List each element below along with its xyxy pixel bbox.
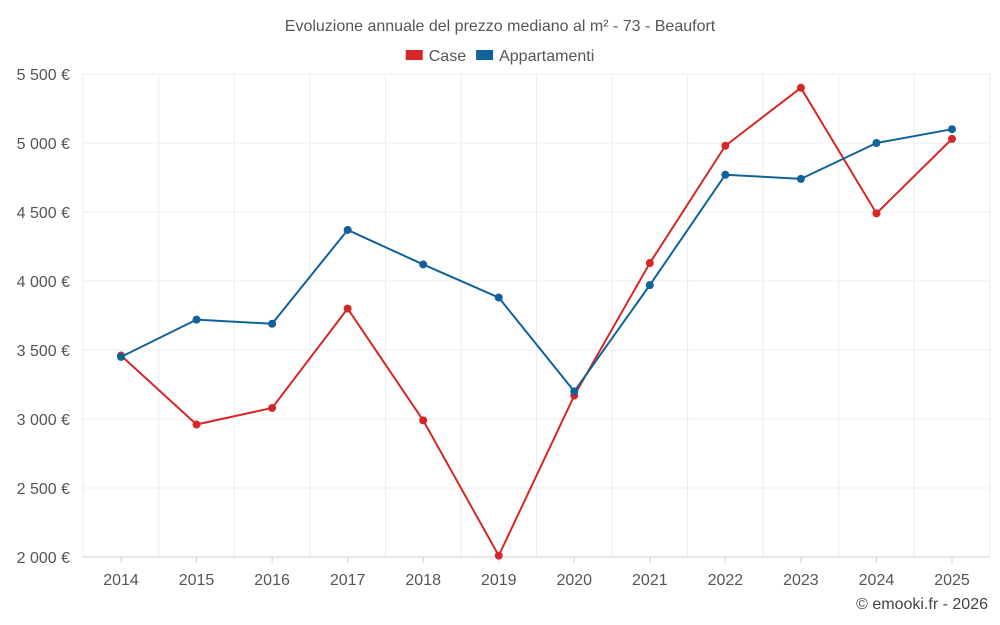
- data-point[interactable]: [343, 225, 352, 234]
- legend-label: Case: [429, 48, 466, 65]
- data-point[interactable]: [419, 416, 428, 425]
- data-point[interactable]: [494, 551, 503, 560]
- x-tick-label: 2019: [481, 572, 517, 589]
- grid: [82, 73, 991, 558]
- data-point[interactable]: [721, 141, 730, 150]
- x-tick-label: 2023: [783, 572, 819, 589]
- data-point[interactable]: [645, 281, 654, 290]
- y-tick-label: 3 000 €: [17, 412, 70, 429]
- legend-item-case[interactable]: Case: [405, 48, 466, 65]
- legend[interactable]: Case Appartamenti: [405, 48, 595, 65]
- credit-text: © emooki.fr - 2026: [856, 596, 988, 613]
- data-point[interactable]: [948, 134, 956, 143]
- data-point[interactable]: [948, 125, 956, 134]
- data-point[interactable]: [645, 259, 654, 268]
- x-tick-label: 2021: [632, 572, 668, 589]
- x-axis: 2014 2015 2016 2017 2018 2019 2020 2021 2022 2023…: [83, 556, 990, 589]
- data-point[interactable]: [117, 352, 125, 361]
- data-point[interactable]: [796, 83, 805, 92]
- y-tick-label: 3 500 €: [17, 343, 70, 360]
- series-appartamenti: [117, 125, 956, 396]
- series-case: [117, 83, 956, 560]
- series-line: [120, 86, 953, 557]
- y-tick-label: 4 000 €: [17, 274, 70, 291]
- chart-title: Evoluzione annuale del prezzo mediano al…: [285, 18, 716, 35]
- y-tick-label: 2 500 €: [17, 481, 70, 498]
- data-point[interactable]: [268, 403, 277, 412]
- legend-label: Appartamenti: [499, 48, 594, 65]
- legend-item-appartamenti[interactable]: Appartamenti: [476, 48, 594, 65]
- data-point[interactable]: [796, 174, 805, 183]
- data-point[interactable]: [872, 209, 881, 218]
- x-tick-label: 2017: [330, 572, 366, 589]
- y-axis: 2 000 € 2 500 € 3 000 € 3 500 € 4 000 € 4 500…: [17, 67, 70, 567]
- data-point[interactable]: [570, 387, 579, 396]
- data-point[interactable]: [192, 420, 201, 429]
- data-point[interactable]: [343, 304, 352, 313]
- data-point[interactable]: [721, 170, 730, 179]
- legend-swatch: [405, 50, 423, 60]
- x-tick-label: 2022: [708, 572, 744, 589]
- data-point[interactable]: [268, 319, 277, 328]
- y-tick-label: 4 500 €: [17, 205, 70, 222]
- x-tick-label: 2018: [405, 572, 441, 589]
- data-point[interactable]: [494, 293, 503, 302]
- data-point[interactable]: [192, 315, 201, 324]
- x-tick-label: 2014: [103, 572, 139, 589]
- x-tick-label: 2024: [859, 572, 895, 589]
- data-point[interactable]: [872, 139, 881, 147]
- legend-swatch: [476, 50, 494, 60]
- series-line: [120, 128, 953, 393]
- y-tick-label: 2 000 €: [17, 550, 70, 567]
- y-tick-label: 5 000 €: [17, 136, 70, 153]
- x-tick-label: 2015: [179, 572, 215, 589]
- data-point[interactable]: [419, 260, 428, 269]
- x-tick-label: 2016: [254, 572, 290, 589]
- y-tick-label: 5 500 €: [17, 67, 70, 84]
- x-tick-label: 2020: [556, 572, 592, 589]
- series-group: [117, 83, 956, 560]
- x-tick-label: 2025: [934, 572, 970, 589]
